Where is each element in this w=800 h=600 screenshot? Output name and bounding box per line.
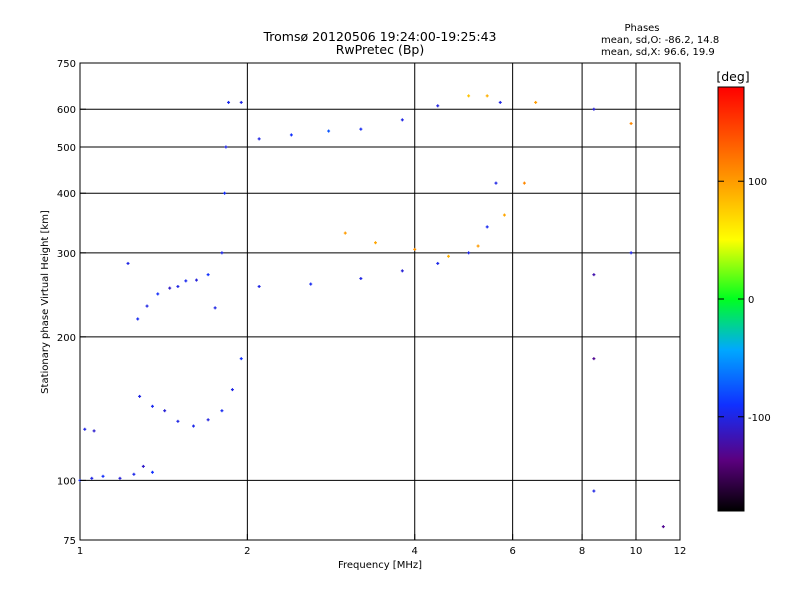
chart-title: Tromsø 20120506 19:24:00-19:25:43 <box>262 29 496 44</box>
x-tick-label: 8 <box>579 546 585 557</box>
x-tick-label: 1 <box>77 546 83 557</box>
data-point <box>436 261 440 265</box>
data-point <box>194 278 198 282</box>
data-point <box>92 429 96 433</box>
data-point <box>239 357 243 361</box>
data-point <box>327 129 331 133</box>
y-tick-label: 400 <box>57 189 76 200</box>
data-point <box>494 181 498 185</box>
gridlines <box>80 63 680 540</box>
data-point <box>132 472 136 476</box>
data-point <box>373 241 377 245</box>
data-point <box>230 388 234 392</box>
data-point <box>359 127 363 131</box>
data-point <box>413 247 417 251</box>
data-point <box>213 306 217 310</box>
colorbar-unit-label: [deg] <box>716 69 749 84</box>
data-point <box>168 286 172 290</box>
data-point <box>359 277 363 281</box>
data-point <box>224 145 228 149</box>
data-point <box>150 470 154 474</box>
data-point <box>239 100 243 104</box>
data-point <box>138 394 142 398</box>
data-point <box>220 409 224 413</box>
x-tick-label: 6 <box>509 546 515 557</box>
data-point <box>223 191 227 195</box>
data-point <box>126 261 130 265</box>
data-point <box>227 100 231 104</box>
data-point <box>118 476 122 480</box>
data-point <box>257 137 261 141</box>
phases-heading: Phases <box>624 23 659 34</box>
x-tick-label: 4 <box>412 546 418 557</box>
colorbar-tick-label: 0 <box>748 295 754 306</box>
data-point <box>309 282 313 286</box>
phases-line-x: mean, sd,X: 96.6, 19.9 <box>601 47 715 58</box>
x-axis-label: Frequency [MHz] <box>338 560 422 571</box>
data-point <box>176 419 180 423</box>
data-point <box>400 118 404 122</box>
data-point <box>629 122 633 126</box>
data-point <box>498 100 502 104</box>
data-point <box>191 424 195 428</box>
data-point <box>90 476 94 480</box>
y-tick-label: 100 <box>57 476 76 487</box>
colorbar-tick-label: 100 <box>748 177 767 188</box>
scatter-points <box>78 94 665 529</box>
x-tick-label: 10 <box>630 546 643 557</box>
data-point <box>436 104 440 108</box>
data-point <box>145 304 149 308</box>
x-axis-ticks: 1 2 4 6 8 10 12 <box>77 534 687 557</box>
plot-frame <box>79 62 681 541</box>
data-point <box>467 251 471 255</box>
x-tick-label: 12 <box>674 546 687 557</box>
data-point <box>400 269 404 273</box>
data-point <box>476 244 480 248</box>
data-point <box>206 273 210 277</box>
data-point <box>592 489 596 493</box>
data-point <box>592 107 596 111</box>
colorbar-tick-label: -100 <box>748 413 771 424</box>
data-point <box>592 273 596 277</box>
data-point <box>485 94 489 98</box>
colorbar: [deg] 100 0 -100 <box>716 69 771 512</box>
data-point <box>141 464 145 468</box>
data-point <box>534 100 538 104</box>
y-tick-label: 200 <box>57 333 76 344</box>
data-point <box>156 292 160 296</box>
data-point <box>150 404 154 408</box>
data-point <box>163 409 167 413</box>
data-point <box>184 279 188 283</box>
phases-line-o: mean, sd,O: -86.2, 14.8 <box>601 35 719 46</box>
data-point <box>592 357 596 361</box>
data-point <box>206 418 210 422</box>
y-axis-ticks: 75 100 200 300 400 500 600 750 <box>57 59 86 547</box>
data-point <box>502 213 506 217</box>
data-point <box>83 427 87 431</box>
y-tick-label: 300 <box>57 249 76 260</box>
y-tick-label: 600 <box>57 105 76 116</box>
data-point <box>101 474 105 478</box>
y-tick-label: 750 <box>57 59 76 70</box>
data-point <box>136 317 140 321</box>
colorbar-ticks: 100 0 -100 <box>718 177 771 424</box>
data-point <box>467 94 471 98</box>
data-point <box>176 284 180 288</box>
data-point <box>446 254 450 258</box>
chart-subtitle: RwPretec (Bp) <box>336 42 424 57</box>
data-point <box>343 231 347 235</box>
data-point <box>522 181 526 185</box>
x-tick-label: 2 <box>244 546 250 557</box>
data-point <box>220 251 224 255</box>
data-point <box>257 284 261 288</box>
data-point <box>661 525 665 529</box>
y-tick-label: 500 <box>57 143 76 154</box>
data-point <box>629 251 633 255</box>
data-point <box>289 133 293 137</box>
y-tick-label: 75 <box>63 536 76 547</box>
data-point <box>485 225 489 229</box>
y-axis-label: Stationary phase Virtual Height [km] <box>40 210 51 394</box>
